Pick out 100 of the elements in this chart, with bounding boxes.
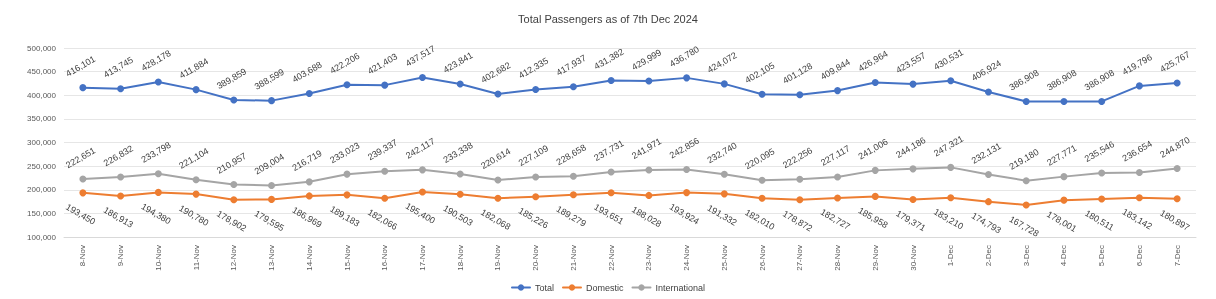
point (758, 90, 766, 98)
point (569, 191, 577, 199)
x-tick-label: 14-Nov (304, 245, 314, 271)
legend-label: Domestic (585, 282, 624, 293)
point (456, 190, 464, 198)
point (796, 175, 804, 183)
point (720, 190, 728, 198)
y-tick-label: 450,000 (27, 67, 57, 77)
point (607, 76, 615, 84)
point (79, 84, 87, 92)
point (758, 194, 766, 202)
y-tick-label: 400,000 (27, 90, 57, 100)
y-tick-label: 350,000 (27, 114, 57, 124)
point (1098, 169, 1106, 177)
x-tick-label: 27-Nov (795, 245, 805, 271)
point (268, 195, 276, 203)
point (569, 172, 577, 180)
y-tick-label: 100,000 (27, 232, 57, 242)
point (683, 166, 691, 173)
point (268, 182, 276, 189)
point (117, 192, 125, 200)
point (645, 77, 653, 85)
point (1173, 195, 1181, 203)
point (984, 88, 992, 96)
point (720, 170, 728, 178)
x-tick-label: 26-Nov (757, 245, 767, 271)
point (1060, 97, 1068, 105)
point (268, 97, 276, 105)
point (192, 86, 200, 94)
y-tick-label: 150,000 (27, 208, 57, 218)
point (1060, 173, 1068, 181)
point (154, 170, 162, 178)
point (418, 74, 426, 82)
x-tick-label: 17-Nov (417, 245, 427, 271)
point (1098, 97, 1106, 105)
point (230, 181, 238, 189)
point (645, 166, 653, 174)
y-tick-label: 300,000 (27, 138, 57, 147)
legend-label: Total (534, 282, 554, 293)
point (192, 176, 200, 184)
point (796, 91, 804, 99)
x-tick-label: 16-Nov (380, 245, 390, 271)
point (1135, 194, 1143, 202)
point (834, 194, 842, 202)
point (834, 173, 842, 181)
point (305, 192, 313, 200)
point (305, 90, 313, 98)
point (1022, 177, 1030, 185)
x-tick-label: 15-Nov (342, 245, 352, 271)
point (117, 173, 125, 181)
x-tick-label: 10-Nov (153, 245, 163, 271)
point (607, 168, 615, 176)
x-tick-label: 3-Dec (1021, 245, 1031, 267)
x-tick-label: 20-Nov (531, 245, 541, 271)
point (456, 170, 464, 178)
point (984, 198, 992, 206)
point (79, 189, 87, 197)
point (1173, 79, 1181, 87)
point (494, 194, 502, 202)
point (230, 96, 238, 104)
point (1173, 165, 1181, 173)
point (381, 167, 389, 175)
point (645, 191, 653, 199)
point (569, 83, 577, 91)
x-tick-label: 23-Nov (644, 245, 654, 271)
point (871, 166, 879, 174)
point (834, 87, 842, 95)
x-tick-label: 6-Dec (1134, 245, 1144, 267)
point (1135, 82, 1143, 90)
point (532, 85, 540, 93)
point (720, 80, 728, 88)
point (1135, 168, 1143, 176)
y-tick-label: 500,000 (27, 43, 57, 53)
point (947, 194, 955, 202)
point (871, 192, 879, 200)
point (456, 80, 464, 88)
point (154, 188, 162, 196)
x-tick-label: 28-Nov (833, 245, 843, 271)
x-tick-label: 30-Nov (908, 245, 918, 271)
point (871, 79, 879, 87)
x-tick-label: 13-Nov (267, 245, 277, 271)
x-tick-label: 18-Nov (455, 245, 465, 271)
point (79, 175, 87, 183)
point (381, 194, 389, 202)
point (683, 74, 691, 82)
x-tick-label: 21-Nov (568, 245, 578, 271)
legend-label: International (655, 282, 706, 293)
x-tick-label: 7-Dec (1172, 245, 1182, 267)
x-tick-label: 9-Nov (116, 245, 126, 267)
point (1022, 97, 1030, 105)
point (984, 171, 992, 179)
point (154, 78, 162, 86)
point (230, 196, 238, 204)
chart-title: Total Passengers as of 7th Dec 2024 (518, 12, 698, 25)
x-tick-label: 4-Dec (1059, 245, 1069, 267)
point (607, 189, 615, 197)
point (1022, 201, 1030, 209)
point (305, 178, 313, 186)
point (947, 163, 955, 171)
y-tick-label: 250,000 (27, 161, 57, 171)
